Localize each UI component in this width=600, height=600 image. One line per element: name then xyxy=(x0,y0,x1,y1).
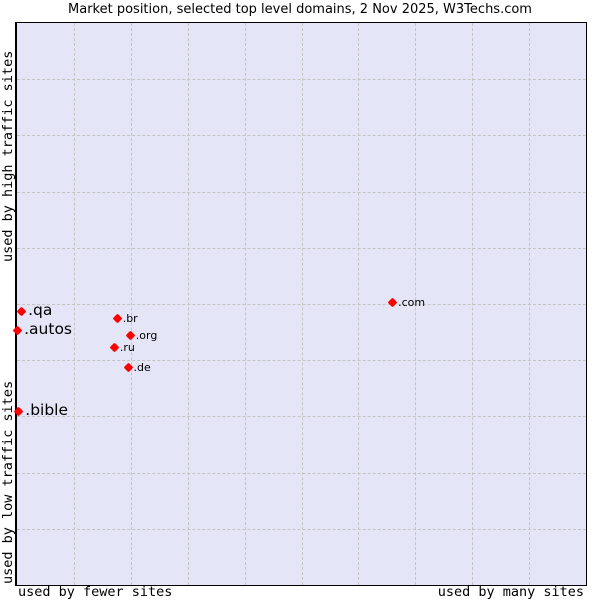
x-axis-label-fewer: used by fewer sites xyxy=(18,584,173,600)
gridline-horizontal xyxy=(17,248,586,249)
gridline-horizontal xyxy=(17,473,586,474)
y-axis-label-low: used by low traffic sites xyxy=(0,380,16,584)
gridline-horizontal xyxy=(17,416,586,417)
point-label: .bible xyxy=(25,400,69,419)
gridline-horizontal xyxy=(17,529,586,530)
y-axis-label-high: used by high traffic sites xyxy=(0,50,16,262)
point-label: .autos xyxy=(24,319,73,338)
gridline-vertical xyxy=(415,23,416,585)
gridline-horizontal xyxy=(17,360,586,361)
diamond-marker-icon xyxy=(16,306,27,317)
point-label: .qa xyxy=(28,300,53,319)
diamond-marker-icon xyxy=(112,313,123,324)
point-label: .org xyxy=(135,329,158,343)
x-axis-label-many: used by many sites xyxy=(437,584,584,600)
point-label: .ru xyxy=(119,340,135,354)
diamond-marker-icon xyxy=(12,325,23,336)
gridline-vertical xyxy=(358,23,359,585)
diamond-marker-icon xyxy=(109,342,120,353)
gridline-horizontal xyxy=(17,304,586,305)
diamond-marker-icon xyxy=(13,406,24,417)
gridline-vertical xyxy=(472,23,473,585)
diamond-marker-icon xyxy=(387,297,398,308)
diamond-marker-icon xyxy=(125,330,136,341)
point-label: .de xyxy=(133,361,151,375)
point-label: .com xyxy=(398,295,426,309)
chart-title: Market position, selected top level doma… xyxy=(68,2,532,17)
point-label: .br xyxy=(122,312,138,326)
gridline-horizontal xyxy=(17,135,586,136)
gridline-horizontal xyxy=(17,192,586,193)
gridline-vertical xyxy=(529,23,530,585)
plot-area: .com .qa .br .autos .org .ru .de .bible xyxy=(12,22,587,586)
gridline-horizontal xyxy=(17,79,586,80)
